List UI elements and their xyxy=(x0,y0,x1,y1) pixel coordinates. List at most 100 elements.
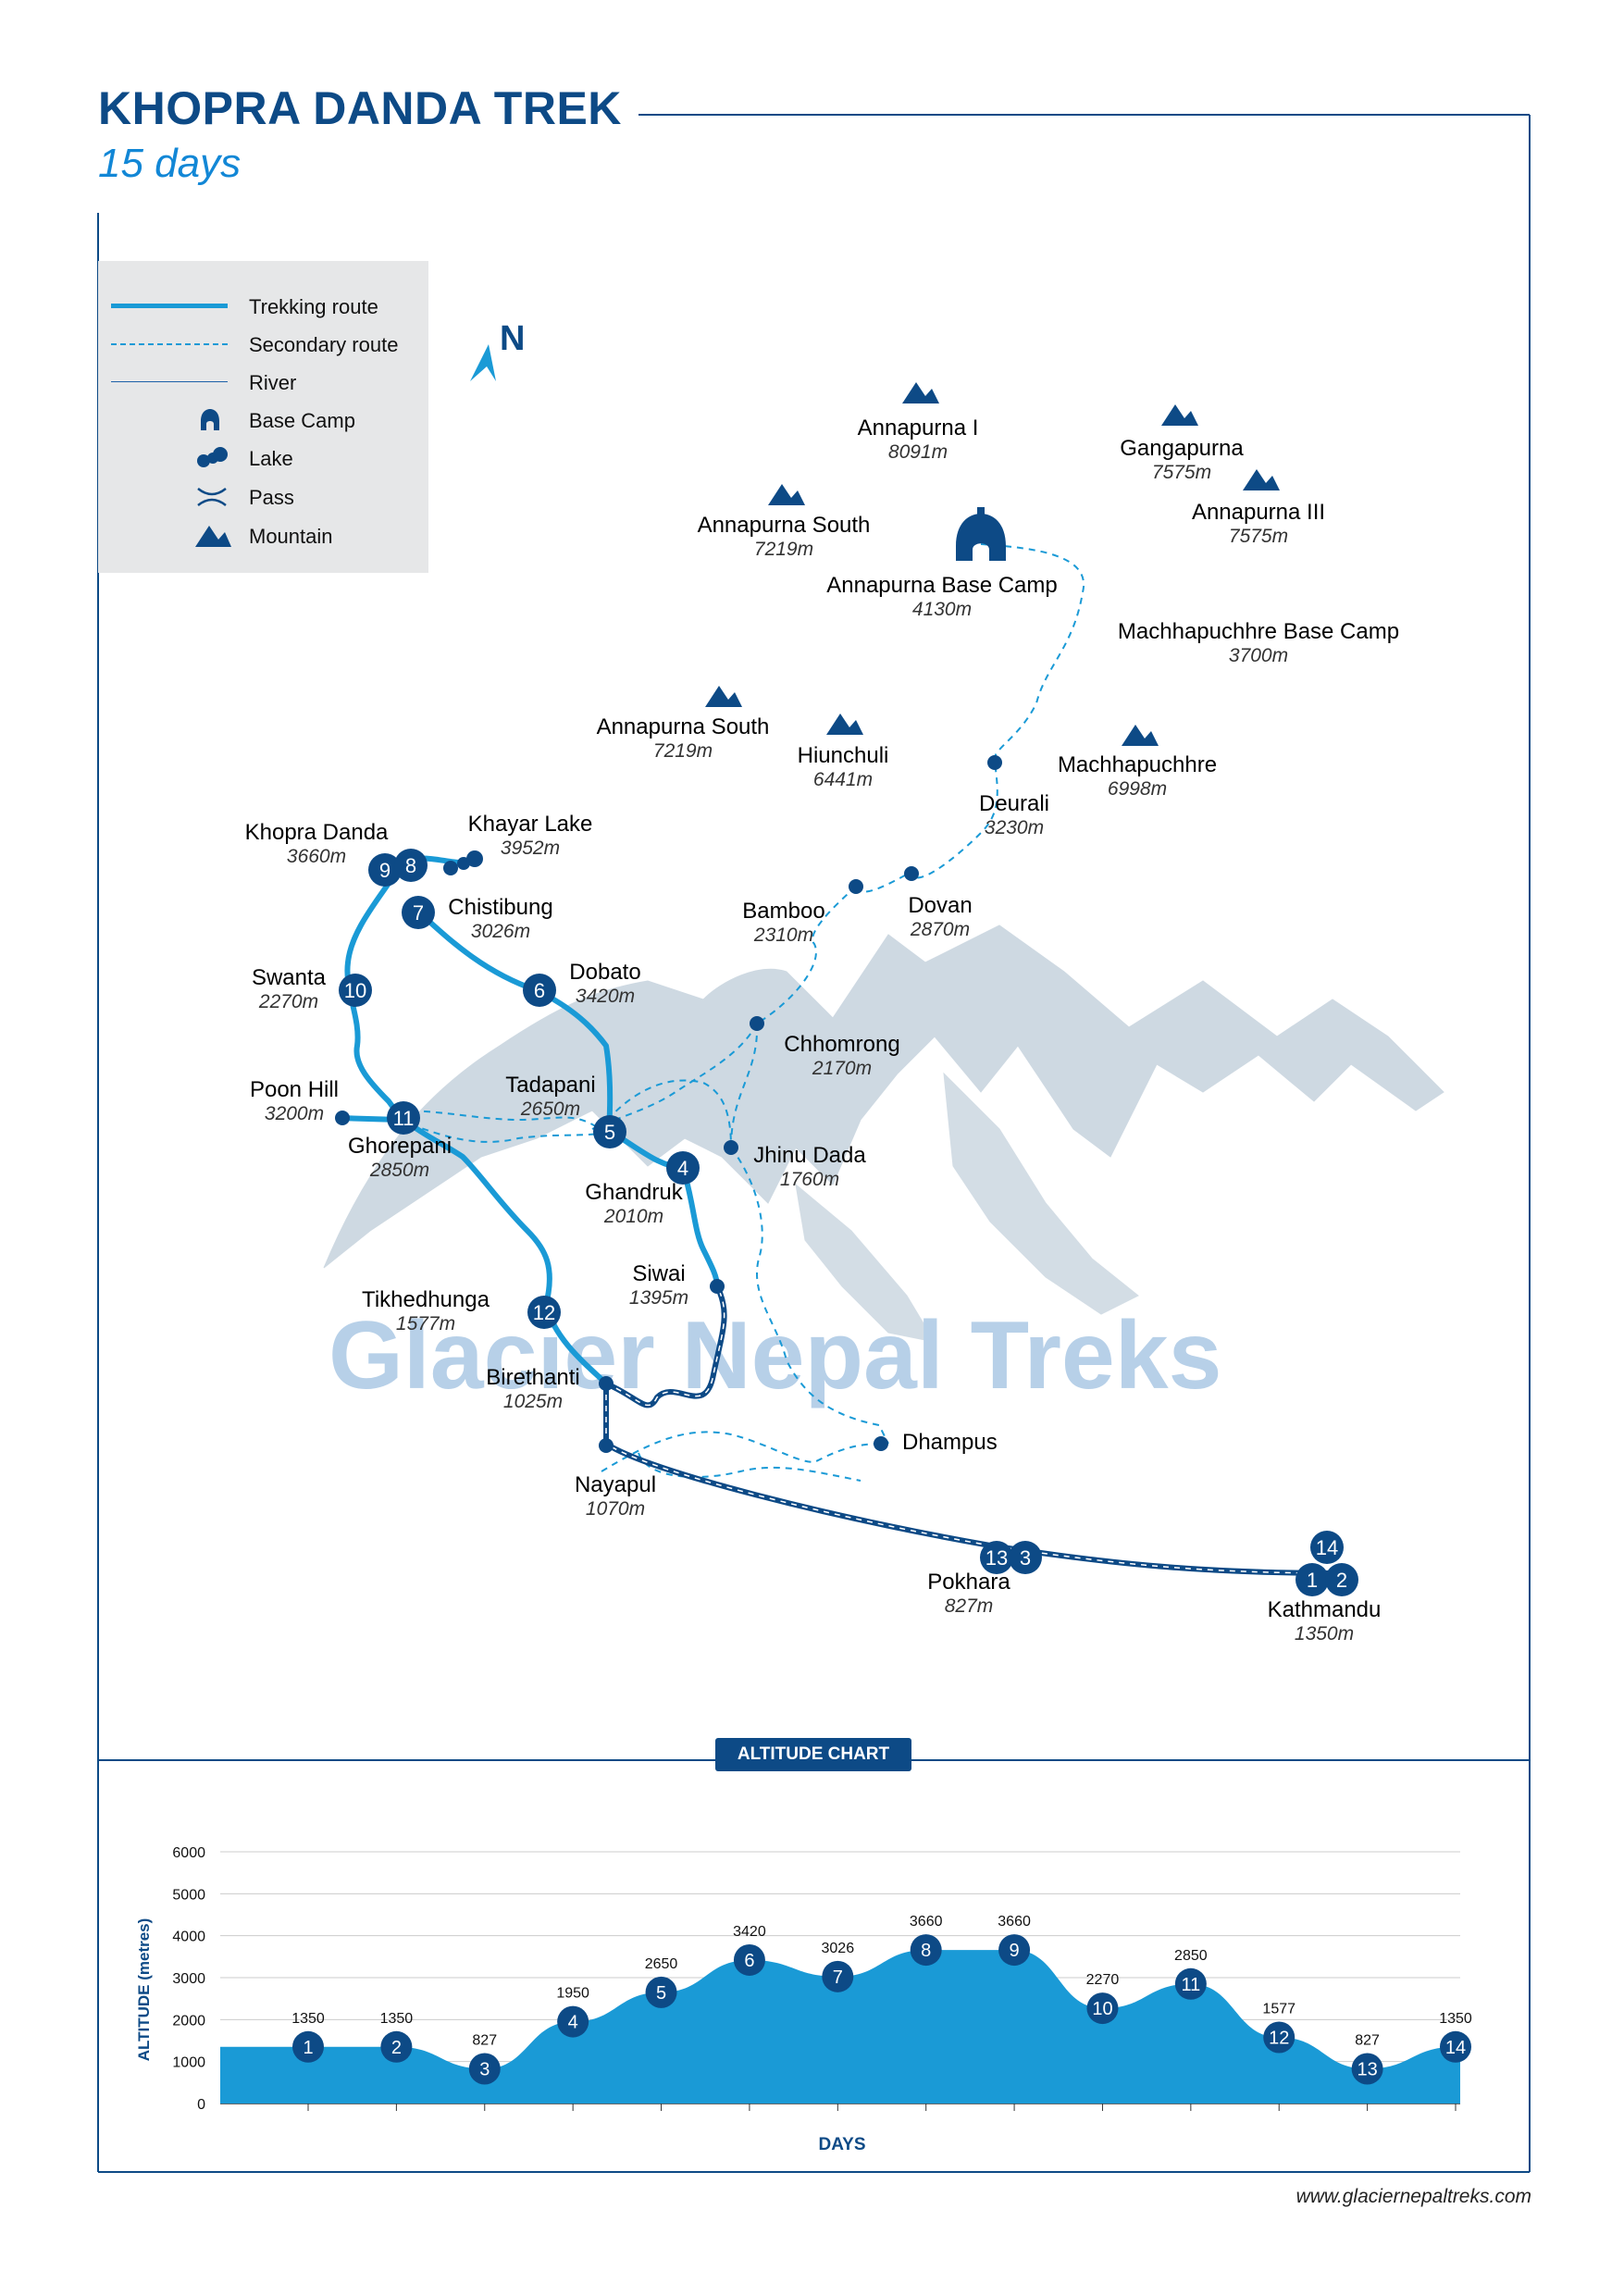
place-name: Poon Hill xyxy=(250,1077,339,1102)
chart-value-label: 2650 xyxy=(645,1956,678,1972)
svg-text:5: 5 xyxy=(604,1121,615,1144)
place-alt: 2650m xyxy=(520,1098,580,1120)
place-alt: 2870m xyxy=(910,919,970,940)
legend-label: River xyxy=(249,371,297,394)
mountain-icon xyxy=(195,526,231,547)
place-alt: 1025m xyxy=(503,1391,563,1412)
chart-value-label: 827 xyxy=(472,2033,497,2049)
chart-y-tick-label: 0 xyxy=(197,2097,205,2113)
chart-day-label: 3 xyxy=(479,2060,490,2080)
legend-label: Secondary route xyxy=(249,333,399,356)
chart-value-label: 827 xyxy=(1355,2033,1380,2049)
place-name: Dhampus xyxy=(902,1430,998,1455)
place-alt: 1760m xyxy=(780,1169,839,1190)
secondary-routes xyxy=(399,543,1085,1482)
chart-day-label: 10 xyxy=(1092,1999,1112,2019)
chart-day-label: 4 xyxy=(568,2013,578,2033)
place-alt: 3660m xyxy=(287,846,346,867)
chart-day-markers: 1 1350 2 1350 3 827 4 1950 5 2650 6 3420 7 3026 8 3660 9… xyxy=(291,1914,1472,2085)
place-alt: 3420m xyxy=(576,986,635,1007)
place-alt: 3952m xyxy=(501,838,560,859)
day-marker: 1 xyxy=(1295,1563,1329,1596)
svg-text:11: 11 xyxy=(393,1107,415,1130)
day-marker: 10 xyxy=(339,974,372,1007)
mountain-name: Annapurna III xyxy=(1192,500,1325,525)
place-alt: 2010m xyxy=(603,1206,663,1227)
place-name: Tadapani xyxy=(505,1073,595,1098)
chart-x-label: DAYS xyxy=(818,2135,865,2154)
chart-value-label: 1350 xyxy=(291,2011,325,2027)
place-name: Nayapul xyxy=(575,1472,656,1497)
page-title: KHOPRA DANDA TREK xyxy=(98,82,622,134)
place-alt: 3700m xyxy=(1229,645,1288,666)
place-alt: 3026m xyxy=(471,921,530,942)
legend-label: Trekking route xyxy=(249,295,378,318)
legend-item-lake: Lake xyxy=(98,444,428,472)
website-url[interactable]: www.glaciernepaltreks.com xyxy=(1295,2186,1531,2207)
day-marker: 6 xyxy=(523,974,556,1007)
place-name: Siwai xyxy=(632,1261,685,1286)
chart-value-label: 3026 xyxy=(822,1941,855,1956)
day-markers: 9 8 7 6 10 11 5 4 12 13 3 14 1 2 xyxy=(339,849,1358,1596)
mountain-alt: 7219m xyxy=(754,539,813,560)
place-labels: Annapurna Base Camp 4130m Machhapuchhre … xyxy=(245,573,1399,1644)
legend-item-trekking-route: Trekking route xyxy=(98,292,428,320)
mountain-silhouette xyxy=(323,925,1444,1343)
chart-y-ticks: 0 1000 2000 3000 4000 5000 6000 xyxy=(172,1845,205,2113)
altitude-chart-tab: ALTITUDE CHART xyxy=(715,1738,911,1771)
day-marker: 7 xyxy=(402,896,435,929)
place-alt: 2270m xyxy=(258,991,318,1012)
place-name: Bamboo xyxy=(742,899,824,924)
mountain-labels: Annapurna I 8091m Gangapurna 7575m Annap… xyxy=(597,416,1325,800)
place-name: Khayar Lake xyxy=(468,812,593,837)
place-name: Deurali xyxy=(979,791,1049,816)
chart-day-label: 2 xyxy=(391,2038,402,2058)
mountain-icon xyxy=(705,686,742,707)
place-alt: 1395m xyxy=(629,1287,688,1309)
legend-item-river: River xyxy=(98,368,428,396)
altitude-chart: 0 1000 2000 3000 4000 5000 6000 1 1350 2 1350 3 827… xyxy=(135,1845,1472,2154)
chart-y-tick-label: 5000 xyxy=(172,1887,205,1903)
svg-text:1: 1 xyxy=(1307,1569,1318,1592)
chart-point xyxy=(1440,2030,1471,2063)
day-marker: 9 xyxy=(368,853,402,887)
day-marker: 4 xyxy=(666,1151,700,1185)
chart-value-label: 3660 xyxy=(910,1914,943,1930)
place-name: Kathmandu xyxy=(1268,1597,1382,1622)
chart-day-label: 14 xyxy=(1445,2038,1466,2058)
place-name: Dovan xyxy=(908,893,972,918)
svg-text:N: N xyxy=(500,319,525,358)
svg-text:3: 3 xyxy=(1020,1546,1031,1570)
chart-day-label: 13 xyxy=(1357,2060,1377,2080)
chart-day-label: 11 xyxy=(1181,1975,1200,1995)
svg-text:13: 13 xyxy=(986,1546,1008,1570)
place-alt: 3230m xyxy=(985,817,1044,838)
legend-label: Base Camp xyxy=(249,409,355,432)
place-alt: 3200m xyxy=(265,1103,324,1124)
place-alt: 2310m xyxy=(753,925,813,946)
chart-day-label: 1 xyxy=(303,2038,313,2058)
place-alt: 2170m xyxy=(812,1058,872,1079)
chart-day-label: 12 xyxy=(1269,2029,1289,2049)
place-alt: 1070m xyxy=(586,1498,645,1520)
day-marker: 12 xyxy=(527,1296,561,1329)
legend-label: Mountain xyxy=(249,525,333,548)
mountain-name: Gangapurna xyxy=(1120,436,1244,461)
chart-y-label: ALTITUDE (metres) xyxy=(135,1918,153,2062)
chart-point xyxy=(292,2030,324,2063)
place-name: Jhinu Dada xyxy=(753,1143,866,1168)
day-marker: 3 xyxy=(1009,1541,1042,1574)
chart-value-label: 3660 xyxy=(998,1914,1031,1930)
place-name: Khopra Danda xyxy=(245,820,389,845)
chart-day-label: 5 xyxy=(656,1983,666,2004)
chart-y-tick-label: 4000 xyxy=(172,1930,205,1945)
place-name: Machhapuchhre Base Camp xyxy=(1118,619,1399,644)
compass-north-icon: N xyxy=(470,319,525,381)
place-name: Chistibung xyxy=(448,895,552,920)
chart-point xyxy=(645,1976,677,2008)
svg-text:6: 6 xyxy=(534,979,545,1002)
place-alt: 1350m xyxy=(1295,1623,1354,1644)
day-marker: 8 xyxy=(394,849,428,882)
base-camp-icon xyxy=(956,507,1006,561)
mountain-alt: 7219m xyxy=(653,740,713,762)
